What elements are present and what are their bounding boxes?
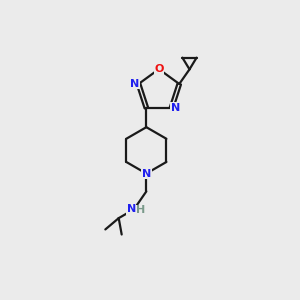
Text: O: O [154,64,164,74]
Text: N: N [142,169,151,178]
Text: H: H [136,205,145,215]
Text: N: N [171,103,180,113]
Text: N: N [127,204,136,214]
Text: N: N [130,79,139,89]
